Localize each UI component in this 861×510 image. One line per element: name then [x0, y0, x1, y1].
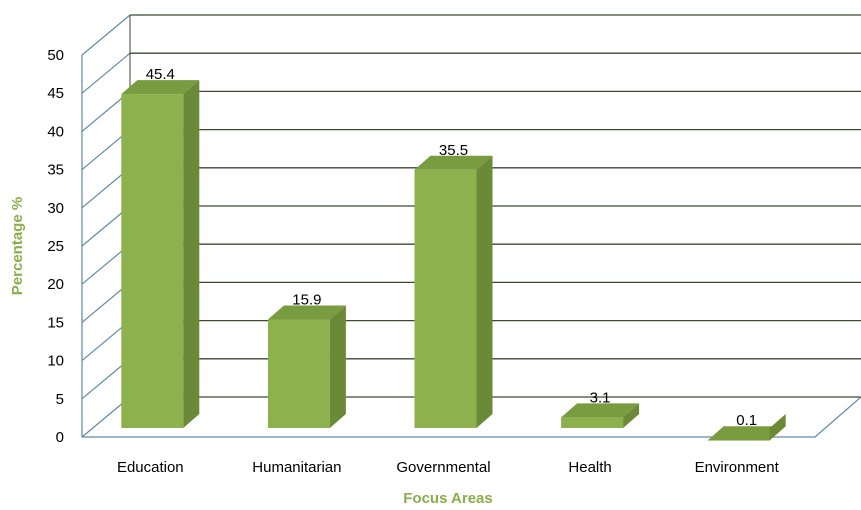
bar-front [707, 440, 770, 441]
bar-top [267, 305, 346, 320]
bar-side [623, 403, 640, 428]
x-axis-categories: Education Humanitarian Governmental Health E… [117, 459, 780, 476]
floor-edge [82, 396, 861, 438]
y-tick-label: 30 [47, 200, 64, 217]
gridlines [81, 14, 861, 438]
y-tick-label: 25 [47, 238, 64, 255]
y-tick-label: 50 [47, 47, 64, 64]
bar-top [121, 80, 200, 95]
bar-side [769, 414, 786, 441]
wall-connector [81, 14, 131, 56]
bar-side [329, 305, 346, 428]
data-label: 0.1 [736, 412, 757, 429]
data-label: 3.1 [590, 389, 611, 406]
bars [121, 80, 786, 441]
category-label: Humanitarian [252, 459, 341, 476]
y-tick-label: 10 [47, 353, 64, 370]
bar-front [414, 169, 477, 428]
data-label: 15.9 [292, 292, 321, 309]
bar-top [561, 403, 640, 418]
bar-top [414, 155, 493, 170]
bar-environment [707, 414, 786, 441]
bar-health [561, 403, 640, 428]
y-axis-title: Percentage % [9, 197, 26, 295]
category-label: Governmental [396, 459, 490, 476]
data-labels: 45.4 15.9 35.5 3.1 0.1 [146, 66, 757, 429]
bar-governmental [414, 155, 493, 428]
bar-top [707, 426, 786, 441]
data-label: 45.4 [146, 66, 175, 83]
y-tick-label: 0 [56, 429, 64, 446]
y-tick-label: 40 [47, 123, 64, 140]
wall-connector [81, 52, 131, 94]
bar-front [267, 319, 330, 428]
y-tick-label: 20 [47, 276, 64, 293]
bar-front [121, 94, 184, 429]
bar-humanitarian [267, 305, 346, 428]
bar-side [476, 155, 493, 428]
bar-side [183, 80, 200, 429]
category-label: Environment [695, 459, 780, 476]
y-tick-label: 15 [47, 314, 64, 331]
y-tick-label: 5 [56, 391, 64, 408]
bar-front [561, 417, 624, 428]
bar-education [121, 80, 200, 429]
data-label: 35.5 [439, 142, 468, 159]
y-tick-label: 45 [47, 85, 64, 102]
x-axis-title: Focus Areas [403, 490, 492, 507]
y-axis-ticks: 0 5 10 15 20 25 30 35 40 45 50 [47, 47, 64, 446]
category-label: Health [568, 459, 611, 476]
y-tick-label: 35 [47, 162, 64, 179]
category-label: Education [117, 459, 184, 476]
